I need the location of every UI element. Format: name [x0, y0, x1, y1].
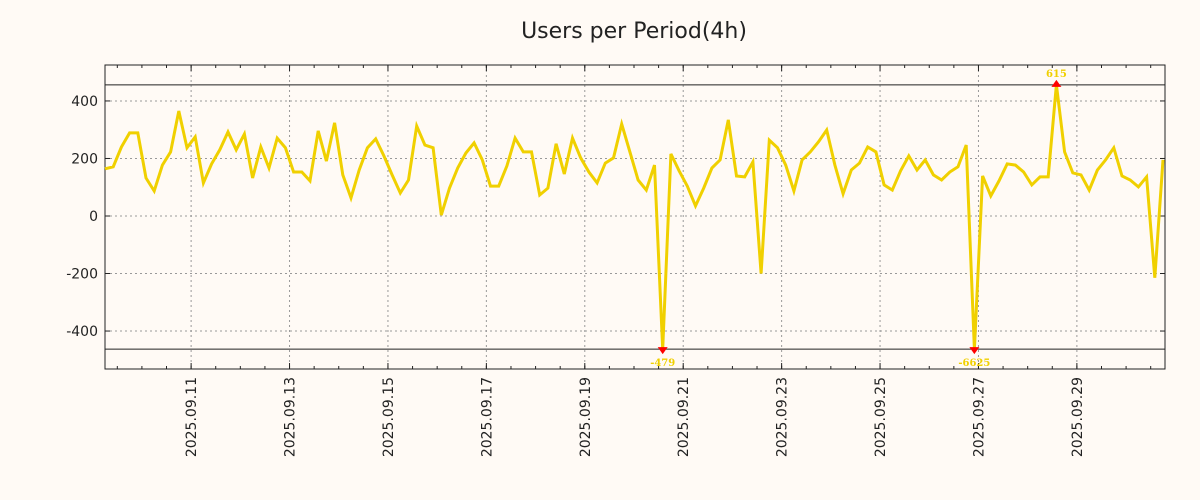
outlier-label: -6625 — [958, 358, 990, 369]
x-tick-label: 2025.09.21 — [676, 377, 692, 457]
x-tick-label: 2025.09.17 — [479, 377, 495, 457]
grid — [105, 65, 1165, 369]
x-tick-label: 2025.09.25 — [873, 377, 889, 457]
y-tick-label: 400 — [71, 94, 98, 110]
axes: 400 200 0 -200 -400 2025.09.11 2025.09.13 2025.… — [66, 64, 1166, 457]
x-tick-label: 2025.09.11 — [184, 377, 200, 457]
y-tick-label: 0 — [89, 209, 98, 225]
plot-frame — [104, 64, 1166, 370]
y-tick-label: -200 — [66, 267, 98, 283]
series-users — [104, 84, 1165, 350]
outlier-markers: -479 -6625 615 — [650, 69, 1067, 369]
x-tick-label: 2025.09.23 — [775, 377, 791, 457]
outlier-label: -479 — [650, 358, 675, 369]
x-tick-label: 2025.09.29 — [1070, 377, 1086, 457]
x-tick-label: 2025.09.13 — [283, 377, 299, 457]
outlier-marker-up — [1051, 79, 1062, 87]
x-tick-label: 2025.09.27 — [971, 377, 987, 457]
series-line — [104, 84, 1165, 350]
y-tick-label: -400 — [66, 324, 98, 340]
outlier-marker-down — [657, 347, 668, 355]
y-tick-label: 200 — [71, 151, 98, 167]
outlier-label: 615 — [1046, 69, 1067, 80]
x-tick-label: 2025.09.19 — [578, 377, 594, 457]
x-tick-label: 2025.09.15 — [381, 377, 397, 457]
chart-title: Users per Period(4h) — [521, 19, 747, 44]
outlier-marker-down — [969, 347, 980, 355]
